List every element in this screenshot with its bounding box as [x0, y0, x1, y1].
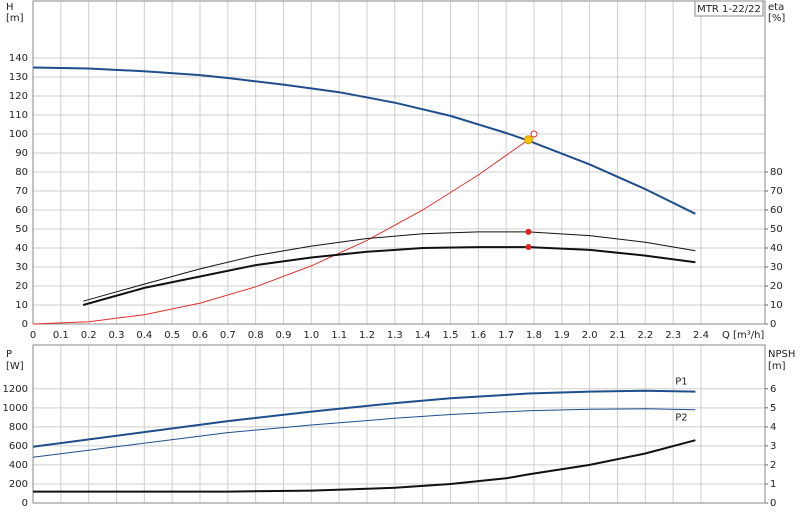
y2-tick-label: 2: [770, 460, 776, 471]
y-tick-label: 100: [9, 129, 28, 140]
y-axis-label: P: [6, 349, 12, 360]
x-tick-label: 1.1: [331, 330, 347, 341]
y-tick-label: 0: [22, 319, 28, 330]
curve: [32, 139, 529, 325]
plot-frame: [32, 0, 766, 325]
y2-tick-label: 40: [770, 243, 783, 254]
y-tick-label: 120: [9, 91, 28, 102]
y-tick-label: 1200: [3, 384, 28, 395]
x-tick-label: 1.7: [498, 330, 514, 341]
y2-axis-unit: [%]: [768, 13, 785, 24]
x-axis-label: Q [m³/h]: [722, 330, 764, 341]
y2-tick-label: 70: [770, 186, 783, 197]
y-tick-label: 400: [9, 460, 28, 471]
x-tick-label: 0.6: [192, 330, 208, 341]
plot-background: [33, 345, 765, 503]
y-tick-label: 20: [15, 281, 28, 292]
y2-tick-label: 4: [770, 422, 776, 433]
series-label: P1: [675, 377, 687, 388]
y2-tick-label: 1: [770, 479, 776, 490]
x-tick-label: 0.8: [248, 330, 264, 341]
plot-background: [33, 1, 765, 324]
x-tick-label: 1.0: [303, 330, 319, 341]
x-tick-label: 1.5: [443, 330, 459, 341]
y2-tick-label: 20: [770, 281, 783, 292]
x-tick-label: 1.3: [387, 330, 403, 341]
curve: [32, 408, 696, 458]
y-tick-label: 50: [15, 224, 28, 235]
y2-tick-label: 0: [770, 319, 776, 330]
curve: [82, 246, 696, 306]
y2-tick-label: 0: [770, 498, 776, 509]
y-tick-label: 90: [15, 148, 28, 159]
duty-dot: [525, 244, 532, 251]
y2-tick-label: 30: [770, 262, 783, 273]
x-tick-label: 0.4: [136, 330, 152, 341]
y-tick-label: 200: [9, 479, 28, 490]
y-tick-label: 80: [15, 167, 28, 178]
y2-tick-label: 50: [770, 224, 783, 235]
duty-point: [523, 135, 533, 145]
y2-axis-label: NPSH: [768, 349, 795, 360]
y2-tick-label: 3: [770, 441, 776, 452]
x-tick-label: 2.0: [582, 330, 598, 341]
x-tick-label: 2.3: [665, 330, 681, 341]
y-tick-label: 800: [9, 422, 28, 433]
x-tick-label: 0.5: [164, 330, 180, 341]
x-tick-label: 2.1: [610, 330, 626, 341]
x-tick-label: 1.6: [470, 330, 486, 341]
x-tick-label: 2.4: [693, 330, 709, 341]
y-tick-label: 0: [22, 498, 28, 509]
y-tick-label: 70: [15, 186, 28, 197]
x-tick-label: 1.2: [359, 330, 375, 341]
y-tick-label: 10: [15, 300, 28, 311]
y2-tick-label: 10: [770, 300, 783, 311]
y-tick-label: 60: [15, 205, 28, 216]
y2-axis-unit: [m]: [768, 361, 786, 372]
plot-frame: [32, 344, 766, 504]
duty-dot: [525, 228, 532, 235]
curve: [32, 389, 696, 448]
legend-box: [694, 0, 764, 17]
x-tick-label: 2.2: [637, 330, 653, 341]
y-tick-label: 600: [9, 441, 28, 452]
x-tick-label: 0.7: [220, 330, 236, 341]
y-axis-unit: [m]: [6, 13, 24, 24]
curve: [32, 66, 696, 215]
y-tick-label: 140: [9, 53, 28, 64]
x-tick-label: 1.8: [526, 330, 542, 341]
x-tick-label: 0.1: [53, 330, 69, 341]
y-tick-label: 30: [15, 262, 28, 273]
x-tick-label: 1.4: [415, 330, 431, 341]
x-tick-label: 0.9: [276, 330, 292, 341]
x-tick-label: 0.3: [109, 330, 125, 341]
y2-tick-label: 5: [770, 403, 776, 414]
curve: [82, 231, 696, 302]
y-tick-label: 40: [15, 243, 28, 254]
legend-text: MTR 1-22/22: [697, 4, 761, 15]
y-axis-unit: [W]: [6, 361, 24, 372]
x-tick-label: 0.2: [81, 330, 97, 341]
x-tick-label: 0: [30, 330, 36, 341]
y2-tick-label: 6: [770, 384, 776, 395]
y-tick-label: 130: [9, 72, 28, 83]
y2-tick-label: 60: [770, 205, 783, 216]
y-tick-label: 1000: [3, 403, 28, 414]
y-axis-label: H: [6, 2, 14, 13]
y2-axis-label: eta: [768, 2, 784, 13]
series-label: P2: [675, 413, 687, 424]
curve: [33, 439, 696, 493]
requested-point: [530, 130, 538, 138]
x-tick-label: 1.9: [554, 330, 570, 341]
y-tick-label: 110: [9, 110, 28, 121]
y2-tick-label: 80: [770, 167, 783, 178]
